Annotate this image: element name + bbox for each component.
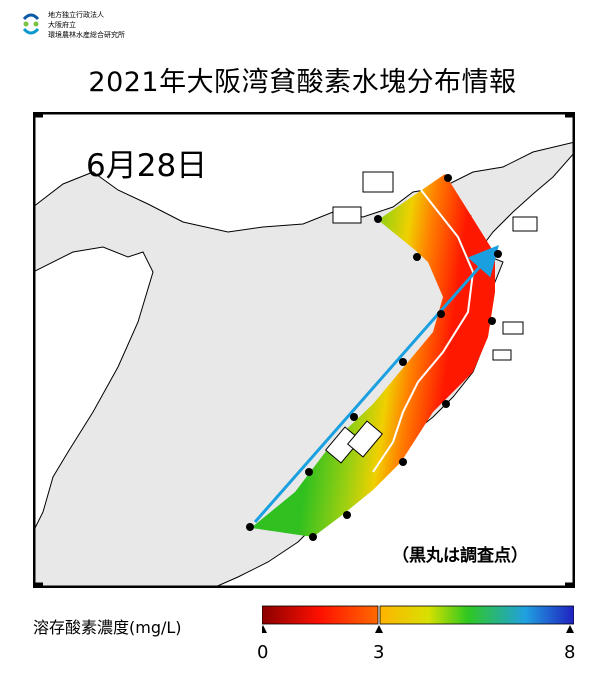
legend-tick-0: 0	[257, 642, 269, 663]
survey-point	[343, 511, 351, 519]
survey-point	[246, 523, 254, 531]
survey-point	[399, 458, 407, 466]
survey-point	[413, 253, 421, 261]
harbor-structures	[332, 171, 538, 361]
survey-point	[442, 400, 450, 408]
survey-point	[494, 250, 502, 258]
survey-point	[488, 317, 496, 325]
survey-date: 6月28日	[86, 148, 208, 184]
survey-point	[444, 174, 452, 182]
page-title: 2021年大阪湾貧酸素水塊分布情報	[88, 67, 517, 98]
organization-name: 地方独立行政法人 大阪府立 環境農林水産総合研究所	[48, 11, 125, 39]
tick-marker-icon	[566, 625, 574, 633]
do-distribution-area	[251, 174, 495, 537]
survey-point	[399, 358, 407, 366]
tick-marker-icon	[262, 625, 267, 633]
frame-ticks	[33, 114, 575, 586]
map-note: （黒丸は調査点）	[392, 546, 528, 566]
organization-logo: 地方独立行政法人 大阪府立 環境農林水産総合研究所	[22, 8, 172, 48]
transect-arrow	[253, 244, 499, 523]
colorbar	[262, 605, 574, 633]
airport-island	[324, 420, 384, 464]
tick-marker-icon	[375, 625, 383, 633]
map-frame	[33, 112, 575, 588]
colorbar-low-segment	[262, 605, 379, 625]
legend-tick-3: 3	[373, 642, 385, 663]
survey-stations	[246, 174, 502, 541]
land-osaka	[212, 151, 575, 588]
survey-point	[305, 468, 313, 476]
survey-point	[309, 533, 317, 541]
contour-3mg	[372, 189, 475, 473]
logo-mark-icon	[22, 13, 40, 35]
land-awaji	[33, 246, 154, 533]
legend-tick-8: 8	[564, 642, 576, 663]
survey-point	[374, 215, 382, 223]
colorbar-high-segment	[379, 605, 574, 625]
survey-point	[350, 413, 358, 421]
legend-label: 溶存酸素濃度(mg/L)	[33, 618, 182, 637]
survey-point	[437, 310, 445, 318]
bay-map	[33, 112, 575, 588]
